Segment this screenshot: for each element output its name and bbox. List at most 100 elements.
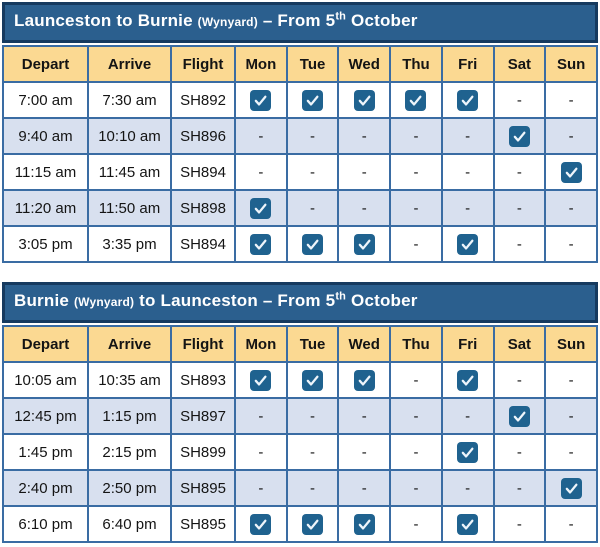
- flight-cell: SH896: [170, 117, 236, 155]
- day-operates-cell: [544, 469, 598, 507]
- flight-row: 12:45 pm 1:15 pm SH897- - - - - -: [2, 397, 598, 435]
- day-operates-cell: [234, 189, 288, 227]
- day-no-service-cell: -: [285, 469, 340, 507]
- day-no-service-cell: -: [440, 189, 495, 227]
- day-no-service-cell: -: [285, 153, 340, 191]
- day-operates-cell: [285, 225, 340, 263]
- column-header-day-thu: Thu: [389, 45, 443, 83]
- day-no-service-cell: -: [492, 225, 547, 263]
- flight-cell: SH894: [170, 225, 236, 263]
- day-no-service-cell: -: [234, 153, 288, 191]
- depart-cell: 1:45 pm: [2, 433, 89, 471]
- flight-cell: SH892: [170, 81, 236, 119]
- title-ordinal: th: [335, 10, 347, 23]
- check-icon: [353, 89, 375, 111]
- title-route-text: Launceston to Burnie: [14, 11, 198, 30]
- day-no-service-cell: -: [440, 397, 495, 435]
- day-no-service-cell: -: [234, 469, 288, 507]
- check-icon: [353, 513, 375, 535]
- column-header-flight: Flight: [170, 325, 236, 363]
- check-icon: [302, 89, 324, 111]
- day-no-service-cell: -: [234, 397, 288, 435]
- column-header-day-sat: Sat: [492, 45, 547, 83]
- day-no-service-cell: -: [492, 153, 547, 191]
- day-operates-cell: [492, 117, 547, 155]
- day-no-service-cell: -: [544, 225, 598, 263]
- check-icon: [302, 513, 324, 535]
- day-operates-cell: [440, 81, 495, 119]
- column-header-day-mon: Mon: [234, 45, 288, 83]
- header-row: Depart Arrive Flight Mon Tue Wed Thu Fri Sat S…: [2, 325, 598, 363]
- day-no-service-cell: -: [285, 433, 340, 471]
- flight-cell: SH897: [170, 397, 236, 435]
- depart-cell: 12:45 pm: [2, 397, 89, 435]
- depart-cell: 9:40 am: [2, 117, 89, 155]
- arrive-cell: 1:15 pm: [87, 397, 172, 435]
- flight-schedule-table: Depart Arrive Flight Mon Tue Wed Thu Fri Sat S…: [2, 325, 598, 543]
- timetable-burnie-to-launceston: Burnie (Wynyard) to Launceston – From 5t…: [2, 282, 598, 543]
- day-no-service-cell: -: [440, 153, 495, 191]
- day-operates-cell: [234, 225, 288, 263]
- title-month-text: October: [346, 11, 418, 30]
- check-icon: [457, 513, 479, 535]
- day-no-service-cell: -: [492, 433, 547, 471]
- flight-row: 3:05 pm 3:35 pm SH894- - -: [2, 225, 598, 263]
- day-no-service-cell: -: [492, 505, 547, 543]
- day-no-service-cell: -: [389, 225, 443, 263]
- depart-cell: 3:05 pm: [2, 225, 89, 263]
- check-icon: [250, 233, 272, 255]
- arrive-cell: 10:35 am: [87, 361, 172, 399]
- day-no-service-cell: -: [389, 397, 443, 435]
- day-no-service-cell: -: [337, 397, 392, 435]
- day-no-service-cell: -: [544, 397, 598, 435]
- check-icon: [250, 197, 272, 219]
- check-icon: [302, 369, 324, 391]
- check-icon: [302, 233, 324, 255]
- day-no-service-cell: -: [285, 117, 340, 155]
- day-no-service-cell: -: [492, 361, 547, 399]
- day-operates-cell: [285, 81, 340, 119]
- check-icon: [353, 369, 375, 391]
- column-header-arrive: Arrive: [87, 325, 172, 363]
- flight-schedule-table: Depart Arrive Flight Mon Tue Wed Thu Fri Sat S…: [2, 45, 598, 263]
- check-icon: [457, 369, 479, 391]
- arrive-cell: 11:50 am: [87, 189, 172, 227]
- day-no-service-cell: -: [389, 505, 443, 543]
- arrive-cell: 6:40 pm: [87, 505, 172, 543]
- title-date-text: to Launceston – From 5: [134, 291, 336, 310]
- column-header-day-wed: Wed: [337, 325, 392, 363]
- title-ordinal: th: [335, 290, 347, 303]
- check-icon: [353, 233, 375, 255]
- arrive-cell: 11:45 am: [87, 153, 172, 191]
- column-header-depart: Depart: [2, 45, 89, 83]
- depart-cell: 7:00 am: [2, 81, 89, 119]
- check-icon: [250, 89, 272, 111]
- flight-row: 9:40 am 10:10 am SH896- - - - - -: [2, 117, 598, 155]
- column-header-day-fri: Fri: [440, 45, 495, 83]
- day-operates-cell: [544, 153, 598, 191]
- day-operates-cell: [389, 81, 443, 119]
- check-icon: [560, 161, 582, 183]
- day-no-service-cell: -: [389, 361, 443, 399]
- day-no-service-cell: -: [492, 469, 547, 507]
- flight-cell: SH898: [170, 189, 236, 227]
- table-title: Burnie (Wynyard) to Launceston – From 5t…: [2, 282, 598, 323]
- day-operates-cell: [234, 361, 288, 399]
- check-icon: [457, 89, 479, 111]
- title-date-text: – From 5: [257, 11, 336, 30]
- check-icon: [457, 233, 479, 255]
- check-icon: [405, 89, 427, 111]
- depart-cell: 10:05 am: [2, 361, 89, 399]
- title-paren-text: (Wynyard): [73, 295, 135, 309]
- day-no-service-cell: -: [492, 189, 547, 227]
- day-no-service-cell: -: [337, 433, 392, 471]
- day-operates-cell: [440, 505, 495, 543]
- title-route-text: Burnie: [14, 291, 74, 310]
- day-operates-cell: [337, 81, 392, 119]
- column-header-day-thu: Thu: [389, 325, 443, 363]
- depart-cell: 2:40 pm: [2, 469, 89, 507]
- check-icon: [560, 477, 582, 499]
- title-month-text: October: [346, 291, 418, 310]
- day-no-service-cell: -: [544, 505, 598, 543]
- day-no-service-cell: -: [337, 189, 392, 227]
